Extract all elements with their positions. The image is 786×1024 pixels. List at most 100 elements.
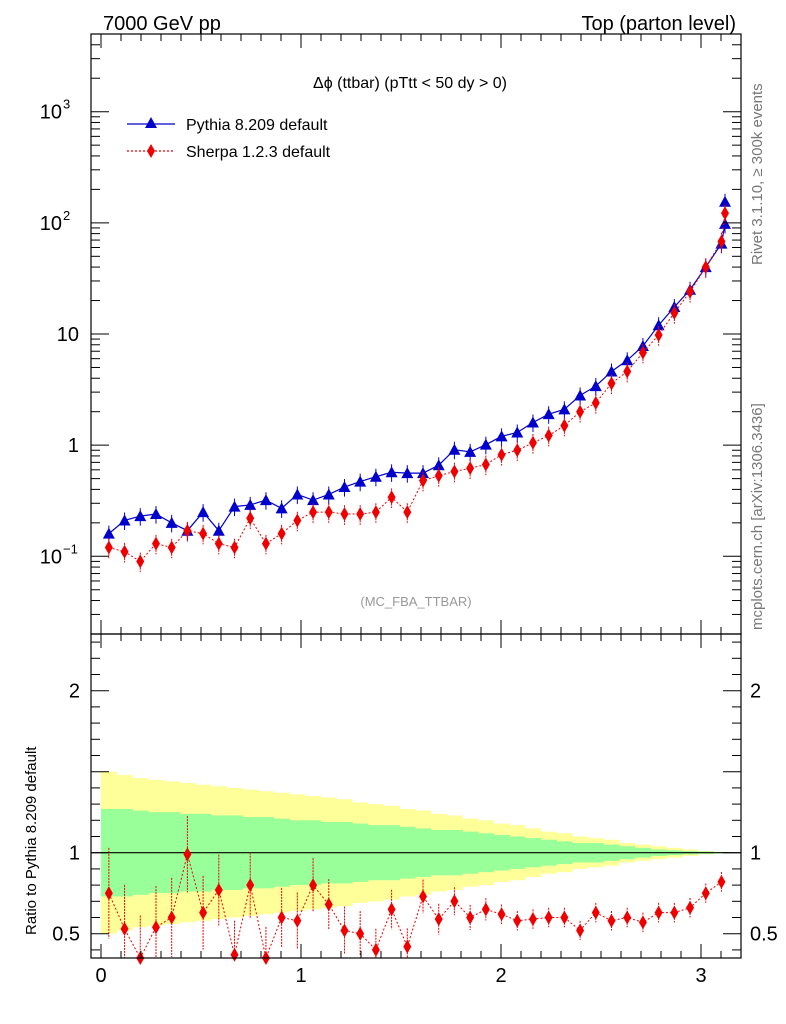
marker-pythia [652, 319, 665, 331]
marker-sherpa [371, 505, 380, 520]
ratio-panel: 0 1 2 3 0.5 1 2 0.5 1 2 Ratio to Pythia 8.209 def… [23, 633, 778, 987]
mcplots-reference-label: mcplots.cern.ch [arXiv:1306.3436] [749, 403, 766, 630]
ratio-y-axis-label: Ratio to Pythia 8.209 default [23, 746, 40, 935]
ratio-y-tick-label: 2 [69, 681, 80, 703]
marker-pythia [589, 380, 602, 392]
ratio-marker-sherpa [450, 894, 459, 909]
ratio-line-sherpa [108, 852, 722, 960]
marker-sherpa [277, 526, 286, 541]
marker-pythia [291, 488, 304, 500]
marker-sherpa [513, 443, 522, 458]
marker-sherpa [136, 554, 145, 569]
ratio-marker-sherpa [497, 907, 506, 922]
ratio-marker-sherpa [277, 910, 286, 925]
legend-label-sherpa: Sherpa 1.2.3 default [186, 144, 331, 161]
marker-sherpa [356, 507, 365, 522]
main-y-tick-label: 10 [40, 213, 62, 235]
marker-pythia [401, 467, 414, 479]
marker-sherpa [560, 418, 569, 433]
marker-pythia [558, 403, 571, 415]
marker-sherpa [261, 536, 270, 551]
marker-pythia [102, 527, 115, 539]
marker-sherpa [544, 428, 553, 443]
main-y-tick-label: 10 [40, 102, 62, 124]
marker-sherpa [230, 540, 239, 555]
ratio-marker-sherpa [199, 905, 208, 920]
marker-sherpa [607, 376, 616, 391]
ratio-marker-sherpa [356, 926, 365, 941]
marker-pythia [244, 498, 257, 510]
marker-sherpa [387, 490, 396, 505]
ratio-marker-sherpa [120, 921, 129, 936]
marker-sherpa [120, 544, 129, 559]
ratio-marker-sherpa [591, 905, 600, 920]
ratio-y-tick-label-right: 1 [750, 843, 761, 865]
ratio-marker-sherpa [230, 947, 239, 962]
marker-sherpa [654, 327, 663, 342]
marker-sherpa [434, 468, 443, 483]
series-line-pythia [108, 201, 726, 535]
marker-pythia [479, 438, 492, 450]
main-data-layer [102, 193, 731, 573]
marker-sherpa [701, 260, 710, 275]
marker-sherpa [419, 473, 428, 488]
ratio-marker-sherpa [419, 889, 428, 904]
ratio-marker-sherpa [151, 920, 160, 935]
marker-pythia [259, 494, 272, 506]
ratio-marker-sherpa [340, 923, 349, 938]
ratio-y-tick-label-right: 2 [750, 681, 761, 703]
marker-pythia [542, 408, 555, 420]
marker-sherpa [497, 447, 506, 462]
marker-sherpa [340, 507, 349, 522]
ratio-axes: 0 1 2 3 0.5 1 2 0.5 1 2 [52, 634, 778, 987]
marker-sherpa [717, 234, 726, 249]
ratio-marker-sherpa [309, 878, 318, 893]
marker-pythia [307, 494, 320, 506]
ratio-marker-sherpa [104, 886, 113, 901]
marker-pythia [432, 459, 445, 471]
ratio-marker-sherpa [214, 882, 223, 897]
marker-sherpa [450, 464, 459, 479]
ratio-marker-sherpa [623, 910, 632, 925]
ratio-marker-sherpa [686, 900, 695, 915]
marker-sherpa [199, 526, 208, 541]
ratio-marker-sherpa [638, 915, 647, 930]
marker-pythia [574, 389, 587, 401]
marker-pythia [354, 475, 367, 487]
ratio-marker-sherpa [701, 886, 710, 901]
marker-sherpa [104, 540, 113, 555]
ratio-marker-sherpa [717, 874, 726, 889]
ratio-marker-sherpa [183, 847, 192, 862]
marker-pythia [464, 445, 477, 457]
marker-sherpa [576, 404, 585, 419]
legend-label-pythia: Pythia 8.209 default [186, 117, 328, 134]
marker-sherpa [214, 536, 223, 551]
ratio-y-tick-label-right: 0.5 [750, 924, 778, 946]
ratio-frame [90, 633, 742, 959]
marker-pythia [338, 481, 351, 493]
marker-pythia [165, 516, 178, 528]
marker-sherpa [721, 206, 729, 221]
marker-sherpa [403, 505, 412, 520]
marker-pythia [719, 195, 731, 207]
marker-pythia [605, 365, 618, 377]
ratio-marker-sherpa [324, 897, 333, 912]
marker-pythia [369, 470, 382, 482]
ratio-marker-sherpa [560, 910, 569, 925]
marker-sherpa [638, 345, 647, 360]
marker-sherpa [528, 435, 537, 450]
ratio-marker-sherpa [481, 902, 490, 917]
marker-pythia [212, 524, 225, 536]
ratio-marker-sherpa [293, 913, 302, 928]
ratio-marker-sherpa [670, 905, 679, 920]
main-y-tick-label: 10 [57, 324, 79, 346]
marker-pythia [197, 506, 210, 518]
marker-pythia [228, 500, 241, 512]
x-tick-label: 1 [295, 965, 306, 987]
ratio-marker-sherpa [607, 913, 616, 928]
legend: Pythia 8.209 default Sherpa 1.2.3 defaul… [127, 117, 331, 161]
header-left: 7000 GeV pp [103, 13, 221, 35]
marker-pythia [495, 430, 508, 442]
